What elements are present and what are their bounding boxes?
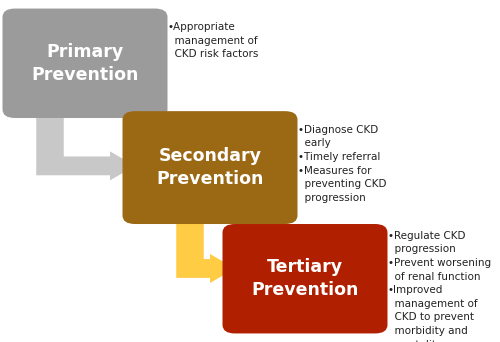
FancyBboxPatch shape xyxy=(222,224,388,333)
Text: •Diagnose CKD
  early
•Timely referral
•Measures for
  preventing CKD
  progress: •Diagnose CKD early •Timely referral •Me… xyxy=(298,125,386,203)
Text: Secondary
Prevention: Secondary Prevention xyxy=(156,147,264,188)
FancyBboxPatch shape xyxy=(2,9,168,118)
Polygon shape xyxy=(36,109,135,181)
Polygon shape xyxy=(176,215,235,283)
Text: •Regulate CKD
  progression
•Prevent worsening
  of renal function
•Improved
  m: •Regulate CKD progression •Prevent worse… xyxy=(388,231,490,342)
Text: Tertiary
Prevention: Tertiary Prevention xyxy=(252,258,358,299)
Text: •Appropriate
  management of
  CKD risk factors: •Appropriate management of CKD risk fact… xyxy=(168,22,258,60)
Text: Primary
Prevention: Primary Prevention xyxy=(32,43,138,84)
FancyBboxPatch shape xyxy=(122,111,298,224)
